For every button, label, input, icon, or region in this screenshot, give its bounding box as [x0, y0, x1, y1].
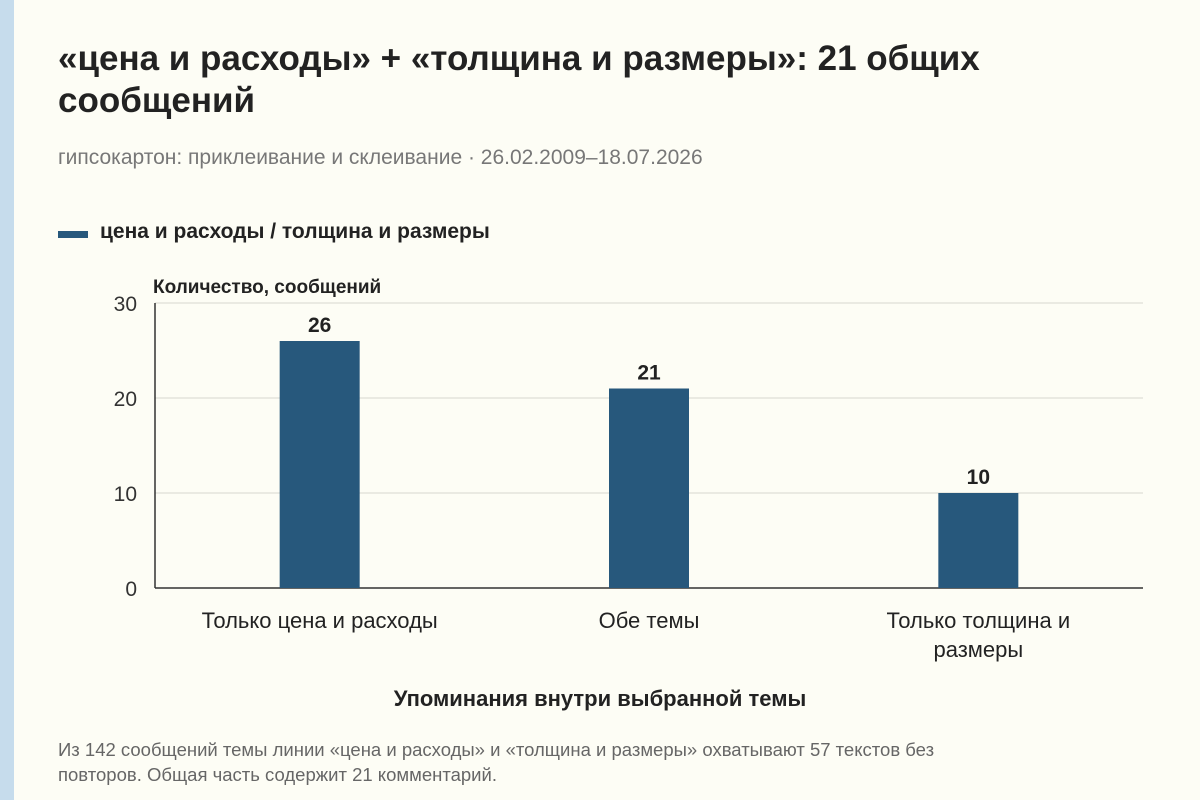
chart-title: «цена и расходы» + «толщина и размеры»: …	[58, 39, 980, 120]
bar-value-label: 10	[967, 466, 990, 489]
legend-swatch	[58, 230, 88, 238]
y-tick-label: 0	[125, 578, 137, 601]
bar	[279, 341, 360, 588]
x-tick-label: Обе темы	[599, 608, 700, 633]
x-tick-label-line: Обе темы	[599, 608, 700, 633]
y-tick-label: 30	[114, 293, 137, 316]
legend: цена и расходы / толщина и размеры	[58, 220, 490, 244]
bar	[938, 493, 1019, 588]
chart-subtitle: гипсокартон: приклеивание и склеивание ·…	[58, 146, 703, 169]
footnote: Из 142 сообщений темы линии «цена и расх…	[58, 739, 935, 785]
x-tick-label-line: размеры	[933, 637, 1023, 662]
bar-value-label: 26	[308, 314, 331, 337]
x-tick-label-line: Только толщина и	[887, 608, 1071, 633]
legend-label: цена и расходы / толщина и размеры	[100, 220, 490, 243]
y-tick-label: 10	[114, 483, 137, 506]
x-tick-label: Только цена и расходы	[202, 608, 438, 633]
bar-value-label: 21	[637, 362, 661, 385]
bar	[609, 388, 689, 588]
x-axis-title: Упоминания внутри выбранной темы	[393, 686, 807, 711]
y-axis-title: Количество, сообщений	[153, 277, 381, 298]
left-accent-bar	[0, 0, 14, 800]
x-tick-label: Только толщина и размеры	[887, 608, 1071, 662]
x-tick-label-line: Только цена и расходы	[202, 608, 438, 633]
y-tick-label: 20	[114, 388, 137, 411]
